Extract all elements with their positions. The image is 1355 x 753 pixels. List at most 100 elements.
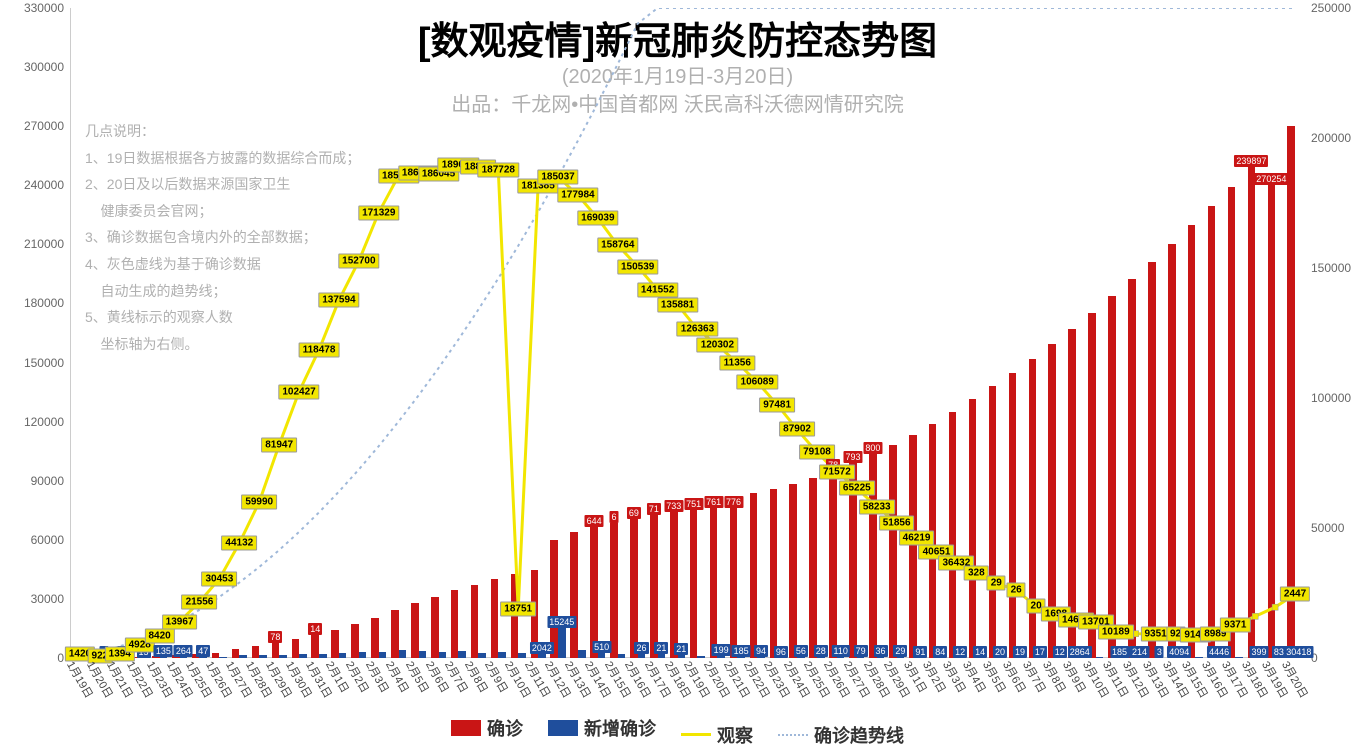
label-new: 17 — [1033, 646, 1047, 658]
bar-confirmed — [1287, 126, 1295, 658]
label-observed: 152700 — [338, 253, 379, 268]
label-observed: 171329 — [358, 205, 399, 220]
label-observed: 2447 — [1280, 587, 1310, 602]
label-observed: 58233 — [859, 499, 895, 514]
label-observed: 106089 — [737, 375, 778, 390]
label-observed: 177984 — [557, 188, 598, 203]
label-confirmed: 733 — [664, 500, 683, 512]
bar-confirmed — [431, 597, 439, 658]
label-observed: 21556 — [182, 594, 218, 609]
y-left-tick: 210000 — [24, 237, 64, 251]
bar-confirmed — [1188, 225, 1196, 658]
bar-confirmed — [1208, 206, 1216, 658]
label-new: 19 — [1013, 646, 1027, 658]
label-new: 28 — [814, 645, 828, 657]
label-new: 21 — [674, 643, 688, 655]
label-confirmed: 78 — [268, 631, 282, 643]
bar-confirmed — [292, 639, 300, 658]
label-new: 14 — [973, 646, 987, 658]
label-observed: 29 — [987, 575, 1006, 590]
label-new: 3 — [1155, 646, 1164, 658]
label-new: 29 — [893, 645, 907, 657]
bar-confirmed — [630, 519, 638, 658]
bar-confirmed — [1108, 296, 1116, 658]
bar-confirmed — [451, 590, 459, 658]
label-confirmed: 69 — [627, 507, 641, 519]
label-new: 84 — [933, 646, 947, 658]
label-observed: 81947 — [261, 437, 297, 452]
y-left-tick: 0 — [57, 651, 64, 665]
label-observed: 126363 — [677, 322, 718, 337]
label-new: 4446 — [1207, 646, 1231, 658]
bar-confirmed — [690, 510, 698, 658]
label-confirmed: 14 — [308, 623, 322, 635]
label-observed: 135881 — [657, 297, 698, 312]
label-observed: 65225 — [839, 481, 875, 496]
y-left-tick: 60000 — [31, 533, 64, 547]
bar-confirmed — [471, 585, 479, 658]
label-confirmed: 270254 — [1254, 173, 1288, 185]
label-new: 264 — [174, 645, 193, 657]
label-observed: 51856 — [879, 516, 915, 531]
label-new: 399 — [1249, 646, 1268, 658]
label-new: 510 — [592, 641, 611, 653]
label-observed: 137594 — [318, 293, 359, 308]
bar-confirmed — [909, 435, 917, 658]
y-right-tick: 200000 — [1311, 131, 1351, 145]
label-new: 2042 — [530, 642, 554, 654]
label-observed: 10189 — [1098, 624, 1134, 639]
y-right-tick: 250000 — [1311, 1, 1351, 15]
y-left-tick: 300000 — [24, 60, 64, 74]
bar-confirmed — [331, 630, 339, 658]
bar-confirmed — [351, 624, 359, 658]
label-new: 15245 — [547, 616, 576, 628]
label-observed: 46219 — [899, 530, 935, 545]
label-confirmed: 6 — [609, 511, 618, 523]
bar-new — [578, 650, 586, 658]
bar-confirmed — [650, 515, 658, 658]
label-new: 135 — [154, 645, 173, 657]
label-new: 96 — [774, 646, 788, 658]
label-observed: 11356 — [720, 355, 755, 370]
bar-confirmed — [610, 523, 618, 658]
legend-new: 新增确诊 — [548, 715, 656, 741]
label-observed: 120302 — [697, 338, 738, 353]
label-observed: 97481 — [759, 397, 795, 412]
label-observed: 13967 — [162, 614, 198, 629]
chart-container: [数观疫情]新冠肺炎防控态势图 (2020年1月19日-3月20日) 出品：千龙… — [0, 0, 1355, 753]
label-observed: 141552 — [637, 282, 678, 297]
bar-confirmed — [311, 635, 319, 658]
label-observed: 187728 — [478, 162, 519, 177]
y-right-tick: 50000 — [1311, 521, 1344, 535]
plot-area: 1420792293139415492813584202641396747215… — [70, 8, 1305, 658]
bar-confirmed — [770, 489, 778, 658]
label-new: 199 — [712, 644, 731, 656]
label-new: 26 — [634, 642, 648, 654]
bar-confirmed — [789, 484, 797, 658]
label-new: 214 — [1130, 646, 1149, 658]
label-observed: 102427 — [278, 384, 319, 399]
bar-confirmed — [889, 445, 897, 658]
label-observed: 44132 — [221, 536, 257, 551]
bar-confirmed — [371, 618, 379, 658]
bar-confirmed — [829, 471, 837, 658]
label-new: 79 — [854, 645, 868, 657]
y-left-tick: 30000 — [31, 592, 64, 606]
bar-confirmed — [809, 478, 817, 658]
label-observed: 87902 — [779, 422, 815, 437]
bar-new — [399, 650, 407, 658]
bar-new — [558, 628, 566, 658]
y-right-tick: 150000 — [1311, 261, 1351, 275]
legend-trend: 确诊趋势线 — [778, 722, 904, 748]
bar-confirmed — [1228, 187, 1236, 658]
y-axis-right: 050000100000150000200000250000 — [1305, 8, 1355, 658]
label-observed: 26 — [1007, 583, 1026, 598]
bar-confirmed — [949, 412, 957, 658]
label-new: 47 — [196, 645, 210, 657]
bar-confirmed — [1088, 313, 1096, 658]
bar-new — [458, 651, 466, 658]
bar-confirmed — [272, 643, 280, 658]
y-left-tick: 150000 — [24, 356, 64, 370]
label-confirmed: 800 — [863, 442, 882, 454]
y-left-tick: 90000 — [31, 474, 64, 488]
